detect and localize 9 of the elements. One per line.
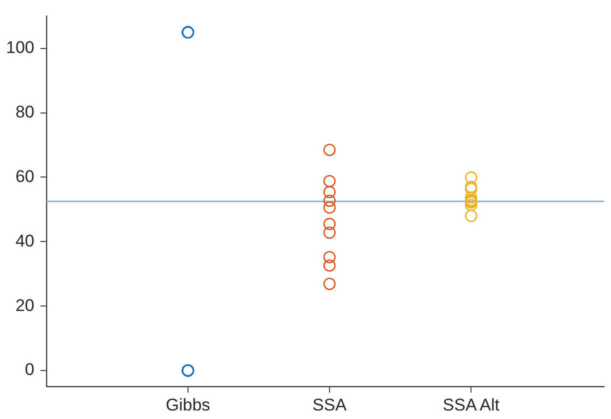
x-tick-label: SSA Alt — [442, 395, 500, 414]
y-tick-label: 100 — [6, 38, 34, 58]
y-tick-label: 20 — [15, 296, 34, 315]
y-tick-label: 0 — [24, 360, 34, 380]
y-tick-label: 40 — [15, 231, 34, 250]
x-tick-label: Gibbs — [166, 395, 210, 414]
x-tick-label: SSA — [312, 395, 348, 414]
y-tick-label: 80 — [15, 102, 34, 122]
y-tick-label: 60 — [15, 166, 34, 186]
